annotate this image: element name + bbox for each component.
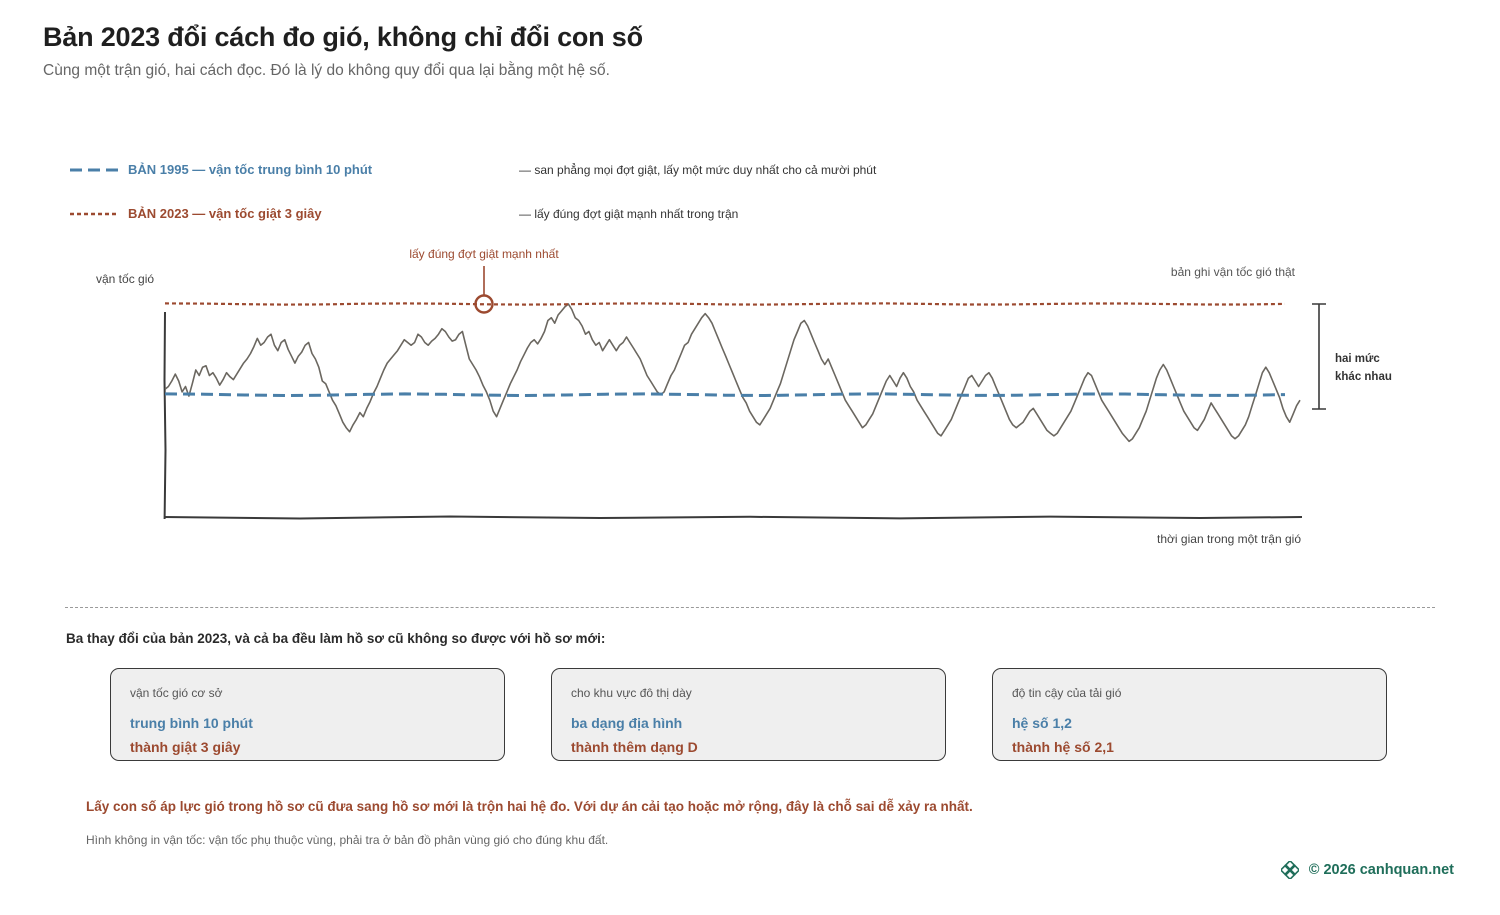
peak-annotation: lấy đúng đợt giật mạnh nhất: [409, 247, 559, 261]
change-card-base-speed: vận tốc gió cơ sở trung bình 10 phút thà…: [110, 668, 505, 761]
change-card-terrain: cho khu vực đô thị dày ba dạng địa hình …: [551, 668, 946, 761]
card-label: độ tin cậy của tải gió: [1012, 686, 1122, 700]
copyright-text: © 2026 canhquan.net: [1308, 862, 1454, 878]
card-new-value: thành hệ số 2,1: [1012, 739, 1114, 755]
legend-label-1995: BẢN 1995 — vận tốc trung bình 10 phút: [128, 162, 373, 177]
brand-logo-icon: [1280, 861, 1299, 879]
change-card-reliability: độ tin cậy của tải gió hệ số 1,2 thành h…: [992, 668, 1387, 761]
page-title: Bản 2023 đổi cách đo gió, không chỉ đổi …: [43, 22, 643, 52]
avg-10min-line: [164, 392, 1286, 398]
wind-chart: BẢN 1995 — vận tốc trung bình 10 phút — …: [70, 162, 1392, 546]
legend-note-1995: — san phẳng mọi đợt giật, lấy một mức du…: [519, 162, 877, 177]
card-label: vận tốc gió cơ sở: [130, 686, 223, 700]
y-axis: [163, 311, 167, 520]
card-new-value: thành giật 3 giây: [130, 739, 241, 755]
y-axis-label: vận tốc gió: [96, 272, 154, 286]
changes-intro: Ba thay đổi của bản 2023, và cả ba đều l…: [66, 631, 606, 646]
card-old-value: hệ số 1,2: [1012, 715, 1072, 731]
warning-text: Lấy con số áp lực gió trong hồ sơ cũ đưa…: [86, 799, 973, 814]
peak-marker: [474, 294, 494, 314]
card-old-value: trung bình 10 phút: [130, 715, 253, 731]
x-axis-label: thời gian trong một trận gió: [1157, 532, 1301, 546]
x-axis: [163, 515, 1303, 520]
gap-bracket: [1312, 303, 1326, 410]
record-label: bản ghi vận tốc gió thật: [1171, 265, 1296, 279]
card-old-value: ba dạng địa hình: [571, 715, 683, 731]
section-divider: [65, 607, 1435, 608]
gust-3s-line: [164, 302, 1286, 306]
copyright: © 2026 canhquan.net: [1280, 861, 1454, 879]
legend-label-2023: BẢN 2023 — vận tốc giật 3 giây: [128, 206, 322, 221]
footnote-text: Hình không in vận tốc: vận tốc phụ thuộc…: [86, 833, 609, 847]
card-label: cho khu vực đô thị dày: [571, 686, 692, 700]
legend: BẢN 1995 — vận tốc trung bình 10 phút — …: [70, 162, 877, 221]
wind-record-line: [164, 303, 1301, 443]
legend-note-2023: — lấy đúng đợt giật mạnh nhất trong trận: [519, 207, 738, 221]
card-new-value: thành thêm dạng D: [571, 739, 698, 755]
gap-annotation-line1: hai mức: [1335, 353, 1380, 365]
page-subtitle: Cùng một trận gió, hai cách đọc. Đó là l…: [43, 62, 610, 79]
gap-annotation-line2: khác nhau: [1335, 371, 1392, 383]
